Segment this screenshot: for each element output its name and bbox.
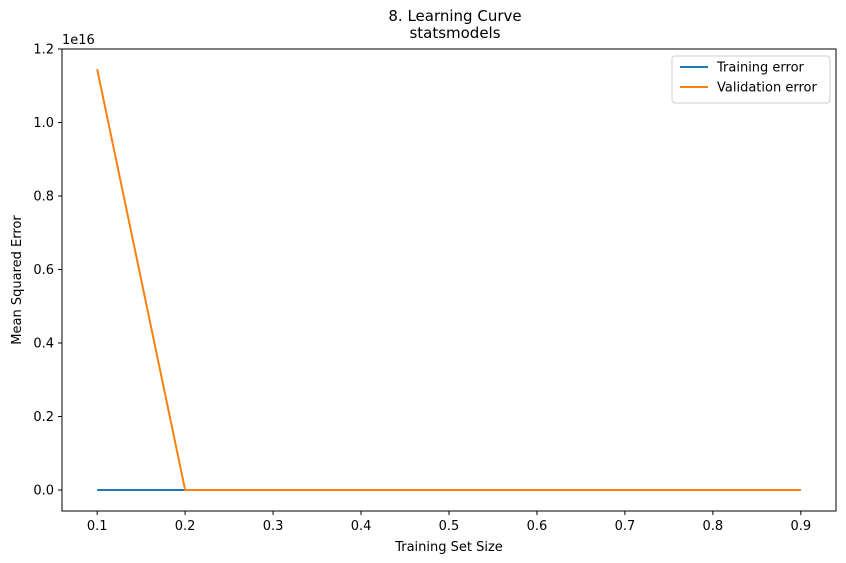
y-axis-offset-label: 1e16 — [62, 33, 95, 48]
y-tick-label: 0.4 — [33, 336, 54, 351]
x-tick-label: 0.5 — [439, 519, 460, 534]
y-tick-label: 0.0 — [33, 483, 54, 498]
chart-title: 8. Learning Curve — [388, 7, 521, 25]
y-tick-label: 0.2 — [33, 410, 54, 425]
x-tick-label: 0.7 — [615, 519, 636, 534]
x-axis-label: Training Set Size — [394, 540, 503, 555]
x-tick-label: 0.2 — [175, 519, 196, 534]
y-tick-label: 0.8 — [33, 189, 54, 204]
legend-label-validation: Validation error — [717, 81, 817, 96]
x-tick-label: 0.8 — [703, 519, 724, 534]
x-tick-label: 0.6 — [527, 519, 548, 534]
x-tick-label: 0.9 — [790, 519, 811, 534]
y-tick-label: 0.6 — [33, 263, 54, 278]
y-tick-label: 1.2 — [33, 43, 54, 58]
legend-label-training: Training error — [716, 61, 805, 76]
validation-error-line — [96, 69, 801, 491]
y-axis-label: Mean Squared Error — [10, 215, 25, 345]
y-tick-label: 1.0 — [33, 116, 54, 131]
legend-box — [671, 55, 831, 104]
legend: Training error Validation error — [671, 55, 831, 104]
x-tick-label: 0.1 — [87, 519, 108, 534]
x-tick-label: 0.3 — [263, 519, 284, 534]
x-tick-label: 0.4 — [351, 519, 372, 534]
plot-area — [96, 69, 801, 491]
plot-frame — [61, 48, 837, 512]
chart-subtitle: statsmodels — [409, 24, 500, 42]
